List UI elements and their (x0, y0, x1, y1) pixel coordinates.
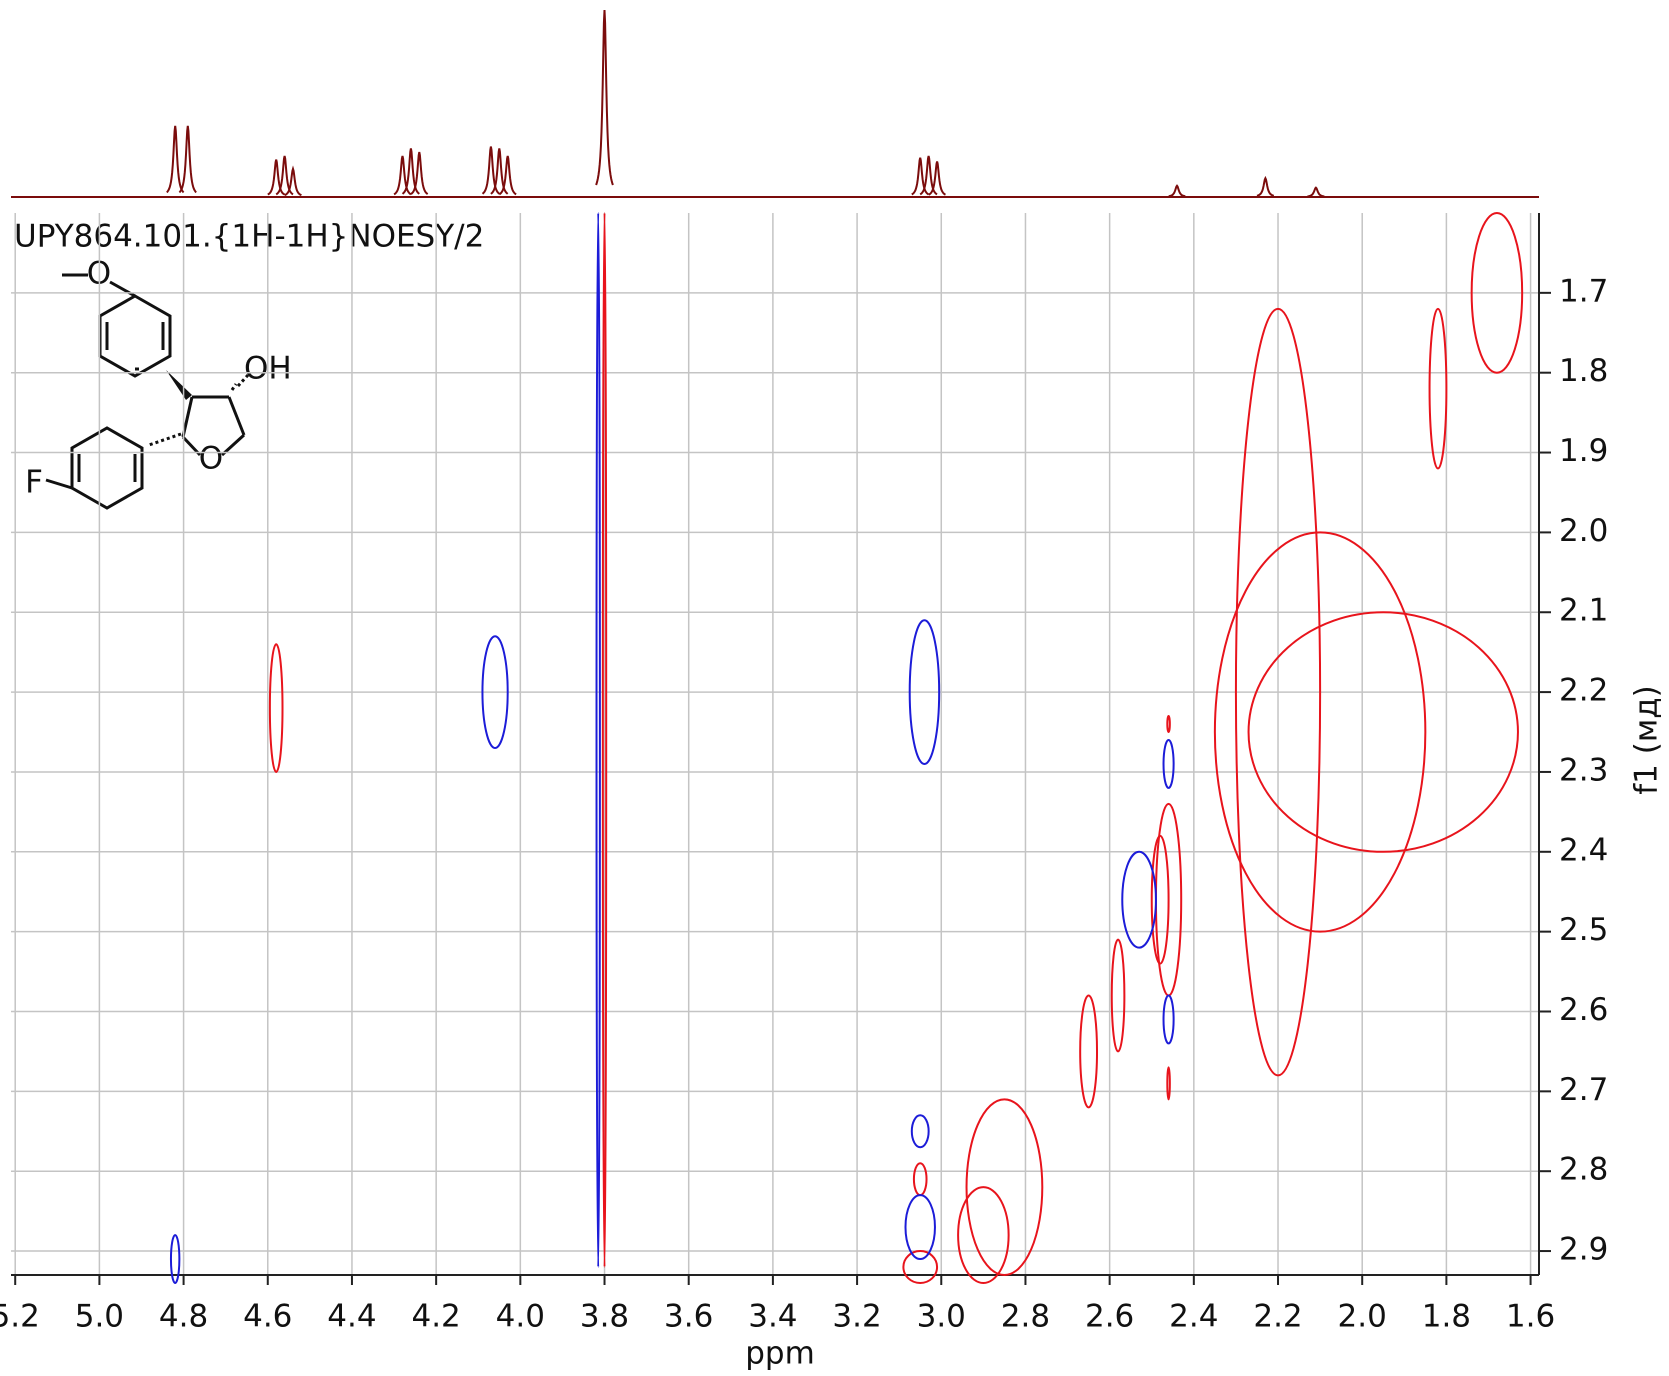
x-tick-label: 3.4 (748, 1299, 797, 1335)
cross-peak (1150, 834, 1170, 965)
x-axis-label: ppm (745, 1336, 815, 1372)
projection-peak (498, 155, 517, 196)
bond (45, 478, 73, 490)
cross-peak (957, 1186, 1010, 1284)
x-tick-label: 3.8 (580, 1299, 629, 1335)
hash-bond (148, 432, 182, 447)
x-tick-label: 1.8 (1422, 1299, 1471, 1335)
cross-peak (1234, 307, 1322, 1077)
cross-peak (912, 1162, 928, 1197)
cross-peak (902, 1250, 939, 1284)
projection-peak (166, 125, 185, 194)
cross-peak (1121, 850, 1157, 949)
cross-peak (1247, 611, 1519, 853)
y-tick-label: 2.7 (1559, 1072, 1608, 1108)
cross-peak (1213, 531, 1427, 933)
projection-peak (275, 155, 294, 196)
y-tick-label: 2.6 (1559, 992, 1608, 1028)
cross-peak (268, 643, 284, 773)
bond (109, 280, 136, 298)
projection-peak (284, 165, 302, 197)
cross-peak (1162, 739, 1175, 789)
projection-peak (1256, 175, 1275, 197)
y-tick-label: 1.7 (1559, 273, 1608, 309)
x-tick-label: 4.6 (243, 1299, 292, 1335)
projection-peak (919, 155, 938, 196)
x-tick-label: 4.2 (411, 1299, 460, 1335)
y-tick-label: 2.4 (1559, 832, 1608, 868)
projection-peak (178, 125, 197, 194)
plot: 5.2 5.0 4.8 4.6 4.4 4.2 4.0 3.8 3.6 3.4 3.2 3.0 2.8 2… (0, 9, 1608, 1335)
cross-peak (904, 1194, 936, 1261)
x-tick-label: 2.0 (1338, 1299, 1387, 1335)
cross-peak (1428, 307, 1448, 470)
y-axis-label: f1 (мд) (1629, 685, 1665, 795)
projection-peak (393, 155, 412, 196)
ring (98, 294, 172, 378)
cross-peak (965, 1098, 1044, 1276)
x-tick-label: 5.0 (75, 1299, 124, 1335)
cross-peak (910, 1114, 930, 1149)
bond (227, 396, 246, 436)
x-tick-label: 2.6 (1085, 1299, 1134, 1335)
atom-label: O (199, 441, 223, 477)
x-tick-label: 3.2 (832, 1299, 881, 1335)
y-tick-label: 2.2 (1559, 673, 1608, 709)
x-tick-label: 2.4 (1169, 1299, 1218, 1335)
y-tick-label: 2.0 (1559, 513, 1608, 549)
x-tick-label: 4.0 (496, 1299, 545, 1335)
cross-peak (1166, 715, 1171, 734)
cross-peak (908, 619, 941, 765)
projection-peak (1168, 184, 1186, 198)
cross-peak (481, 635, 509, 749)
wedge (166, 370, 192, 400)
y-tick-label: 2.8 (1559, 1152, 1608, 1188)
x-tick-label: 3.0 (917, 1299, 966, 1335)
projection-peak (267, 159, 286, 196)
y-tick-label: 2.3 (1559, 752, 1608, 788)
projection-peak (1307, 186, 1325, 198)
cross-peak (1079, 994, 1099, 1109)
projection-peak (490, 148, 509, 195)
chart-title: UPY864.101.{1H-1H}NOESY/2 (14, 219, 484, 255)
cross-peak (169, 1234, 181, 1284)
projection-peak (410, 151, 429, 195)
x-tick-label: 4.4 (327, 1299, 376, 1335)
y-tick-label: 1.8 (1559, 353, 1608, 389)
bond (220, 433, 246, 457)
y-tick-label: 2.1 (1559, 593, 1608, 629)
ring (70, 426, 144, 510)
cross-peak (1166, 1066, 1171, 1101)
cross-peak (1162, 994, 1175, 1045)
x-tick-label: 5.2 (0, 1299, 40, 1335)
projection-peak (401, 148, 420, 195)
atom-label: F (25, 465, 43, 501)
hash-bond (236, 373, 250, 388)
y-tick-label: 2.5 (1559, 912, 1608, 948)
x-tick-label: 2.2 (1253, 1299, 1302, 1335)
projection-peak (595, 9, 614, 186)
cross-peak (1470, 211, 1524, 374)
y-tick-label: 1.9 (1559, 433, 1608, 469)
bond (181, 396, 194, 438)
cross-peak (595, 212, 601, 1269)
projection-peak (911, 157, 930, 196)
cross-peak (601, 212, 608, 1269)
x-tick-label: 3.6 (664, 1299, 713, 1335)
x-tick-label: 2.8 (1001, 1299, 1050, 1335)
hash-bond (230, 383, 238, 391)
x-tick-label: 4.8 (159, 1299, 208, 1335)
y-tick-label: 2.9 (1559, 1232, 1608, 1268)
x-tick-label: 1.6 (1506, 1299, 1555, 1335)
cross-peak (1110, 938, 1126, 1053)
projection-peak (928, 161, 946, 196)
projection-peak (481, 146, 500, 195)
